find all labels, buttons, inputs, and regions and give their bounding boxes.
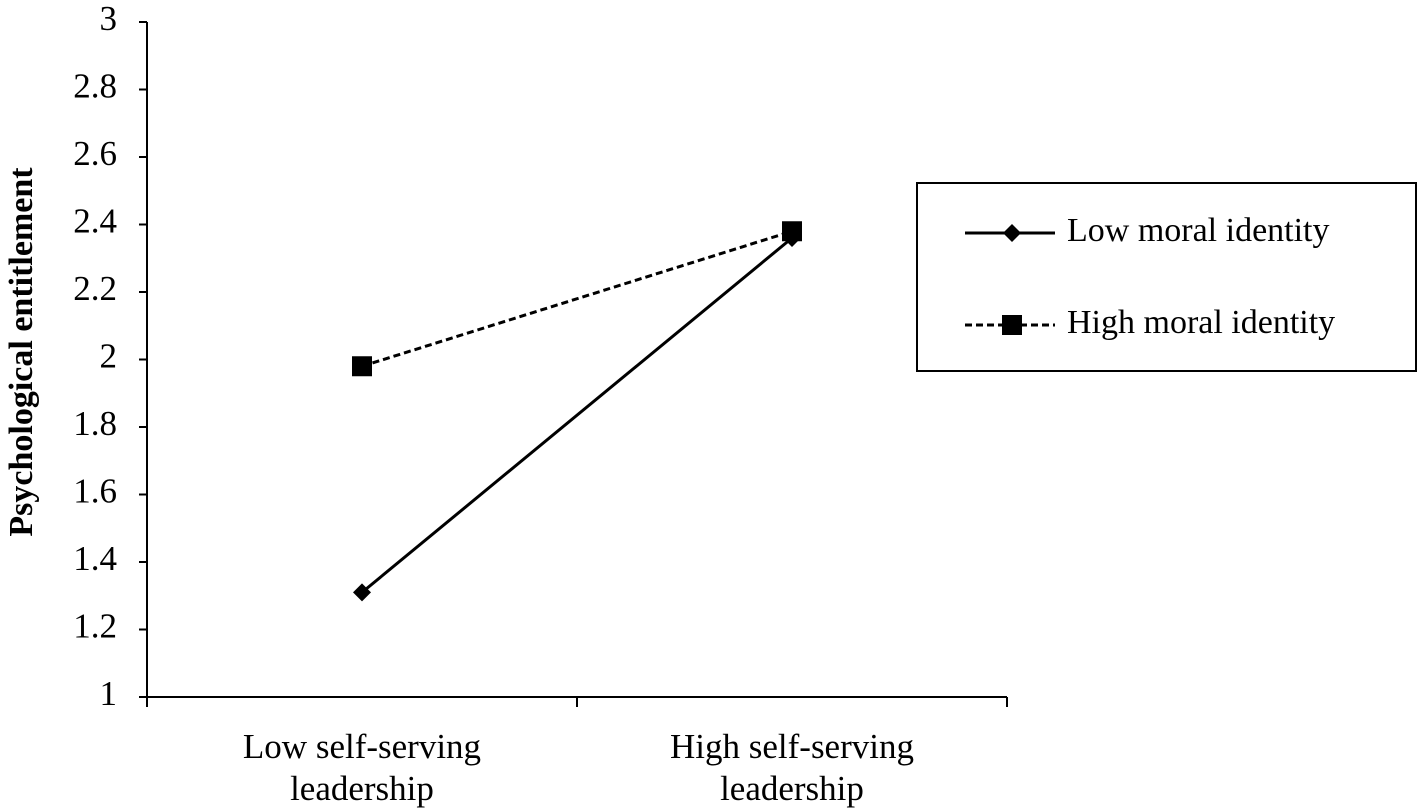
legend-box [916, 182, 1417, 372]
legend-marker [1003, 224, 1021, 242]
y-axis-label: Psychological entitlement [3, 167, 40, 537]
y-tick-label: 1 [100, 674, 118, 713]
data-point [782, 221, 802, 242]
y-tick-label: 2.8 [73, 67, 117, 106]
legend-marker [1002, 315, 1022, 335]
x-tick-label: Low self-serving leadership [242, 727, 482, 808]
y-tick-label: 2.6 [73, 134, 117, 173]
y-tick-label: 1.4 [73, 539, 117, 578]
legend-label: Low moral identity [1067, 212, 1330, 249]
y-tick-label: 3 [100, 0, 118, 38]
y-tick-label: 1.6 [73, 472, 117, 511]
y-tick-label: 1.2 [73, 607, 117, 646]
y-tick-label: 2.4 [73, 202, 117, 241]
series-line [361, 236, 793, 594]
y-tick-label: 2 [100, 337, 118, 376]
series-line [361, 229, 793, 368]
x-tick-label: High self-serving leadership [670, 727, 914, 808]
y-tick-label: 1.8 [73, 404, 117, 443]
data-point [353, 583, 371, 602]
legend-label: High moral identity [1067, 304, 1335, 341]
y-tick-label: 2.2 [73, 269, 117, 308]
data-point [352, 356, 372, 377]
